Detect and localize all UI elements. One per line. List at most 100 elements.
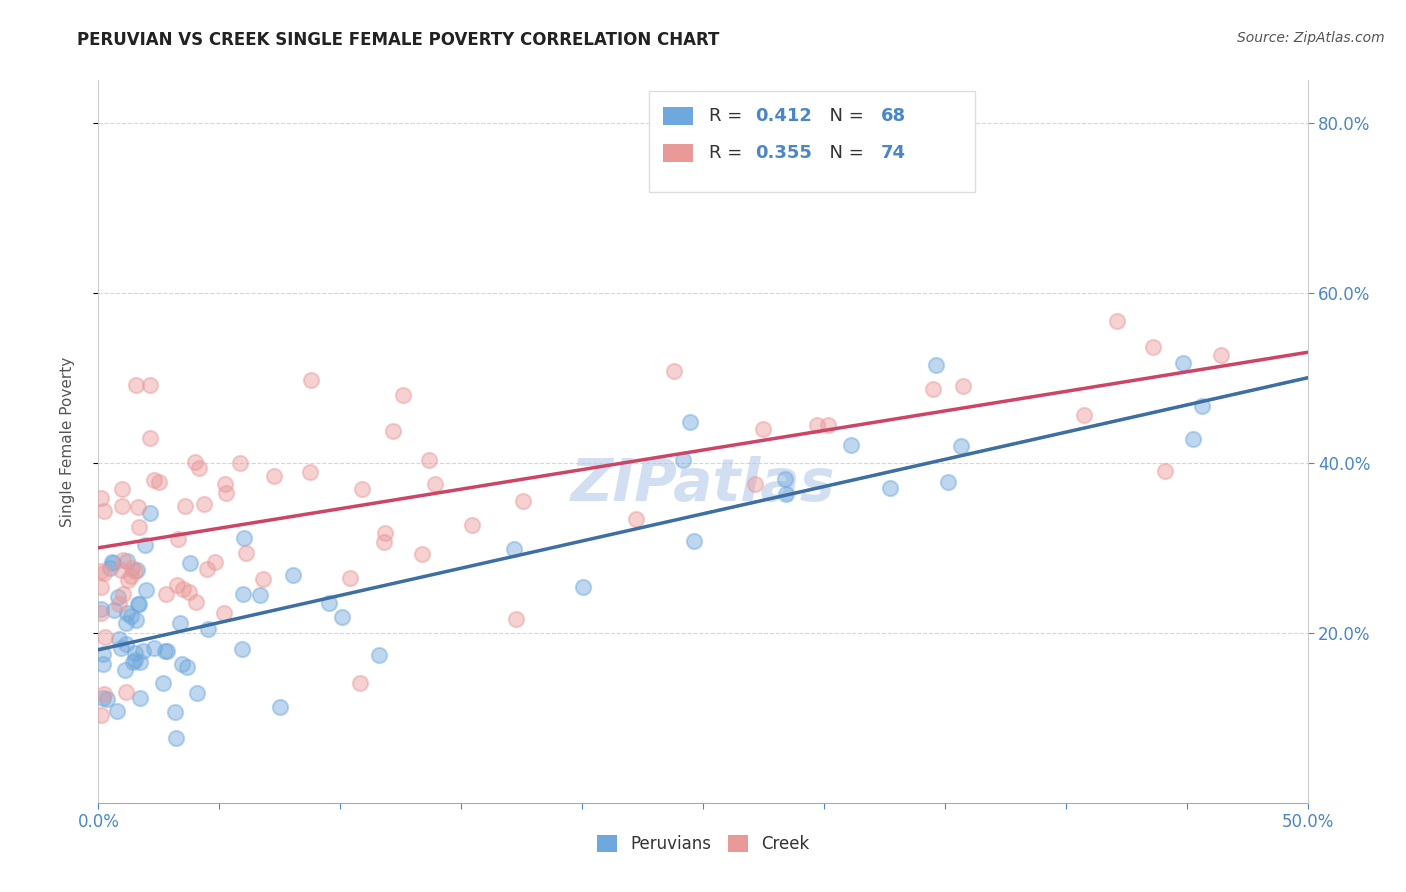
- Point: [139, 431, 162, 445]
- Point: [155, 644, 177, 658]
- Point: [373, 535, 395, 549]
- Point: [229, 456, 252, 470]
- Point: [108, 597, 131, 611]
- Point: [299, 373, 322, 387]
- Legend: Peruvians, Creek: Peruvians, Creek: [591, 828, 815, 860]
- Text: 0.355: 0.355: [755, 144, 811, 161]
- Point: [134, 538, 156, 552]
- Point: [773, 472, 796, 486]
- Point: [212, 607, 235, 621]
- Point: [125, 377, 148, 392]
- Point: [114, 663, 136, 677]
- Point: [105, 705, 128, 719]
- Point: [107, 591, 129, 605]
- Point: [1209, 347, 1232, 361]
- Text: 0.412: 0.412: [755, 107, 811, 126]
- Point: [318, 596, 340, 610]
- Point: [129, 655, 152, 669]
- Point: [817, 418, 839, 433]
- Point: [186, 595, 208, 609]
- Point: [1173, 356, 1195, 370]
- Point: [90, 580, 112, 594]
- Point: [93, 504, 115, 518]
- Text: N =: N =: [818, 107, 869, 126]
- Point: [135, 582, 157, 597]
- Point: [1073, 408, 1095, 422]
- Point: [148, 475, 170, 490]
- Point: [142, 473, 165, 487]
- Point: [879, 481, 901, 495]
- Point: [96, 691, 118, 706]
- Point: [128, 597, 150, 611]
- Point: [93, 566, 115, 581]
- Point: [330, 609, 353, 624]
- Point: [90, 491, 112, 506]
- Point: [128, 520, 150, 534]
- Point: [172, 582, 194, 597]
- Point: [165, 705, 187, 719]
- Point: [949, 439, 972, 453]
- Point: [751, 422, 773, 436]
- Text: N =: N =: [818, 144, 869, 161]
- Point: [269, 700, 291, 714]
- Point: [1182, 433, 1205, 447]
- Point: [1154, 464, 1177, 478]
- Point: [100, 561, 122, 575]
- Point: [111, 499, 134, 513]
- Point: [115, 685, 138, 699]
- Point: [374, 526, 396, 541]
- Point: [411, 548, 433, 562]
- Point: [90, 601, 112, 615]
- Point: [108, 632, 131, 647]
- Point: [922, 382, 945, 396]
- Point: [167, 533, 190, 547]
- Point: [124, 564, 146, 578]
- Point: [90, 606, 112, 620]
- Point: [418, 453, 440, 467]
- Point: [138, 378, 160, 392]
- Point: [127, 597, 149, 611]
- Point: [165, 731, 187, 745]
- Point: [744, 476, 766, 491]
- Point: [381, 424, 404, 438]
- Point: [512, 494, 534, 508]
- Point: [679, 415, 702, 429]
- Point: [1191, 399, 1213, 413]
- Point: [176, 660, 198, 674]
- Point: [112, 552, 135, 566]
- Text: Source: ZipAtlas.com: Source: ZipAtlas.com: [1237, 31, 1385, 45]
- Point: [155, 587, 177, 601]
- Point: [249, 588, 271, 602]
- Text: R =: R =: [709, 144, 748, 161]
- Point: [683, 534, 706, 549]
- Point: [132, 643, 155, 657]
- Point: [298, 465, 321, 479]
- Point: [111, 482, 134, 496]
- Point: [572, 581, 595, 595]
- Point: [110, 562, 132, 576]
- Point: [197, 622, 219, 636]
- Point: [925, 358, 948, 372]
- Point: [120, 569, 142, 583]
- Point: [122, 656, 145, 670]
- Text: 68: 68: [880, 107, 905, 126]
- Point: [115, 637, 138, 651]
- Point: [232, 531, 254, 545]
- Point: [115, 606, 138, 620]
- Point: [129, 691, 152, 706]
- Point: [103, 603, 125, 617]
- Point: [423, 476, 446, 491]
- Point: [169, 615, 191, 630]
- Point: [110, 640, 132, 655]
- Point: [1105, 313, 1128, 327]
- Point: [124, 653, 146, 667]
- Point: [166, 578, 188, 592]
- Point: [952, 378, 974, 392]
- Point: [502, 542, 524, 557]
- Point: [839, 438, 862, 452]
- Point: [283, 567, 305, 582]
- Point: [461, 518, 484, 533]
- Point: [938, 475, 960, 490]
- Point: [115, 615, 138, 630]
- Point: [93, 687, 115, 701]
